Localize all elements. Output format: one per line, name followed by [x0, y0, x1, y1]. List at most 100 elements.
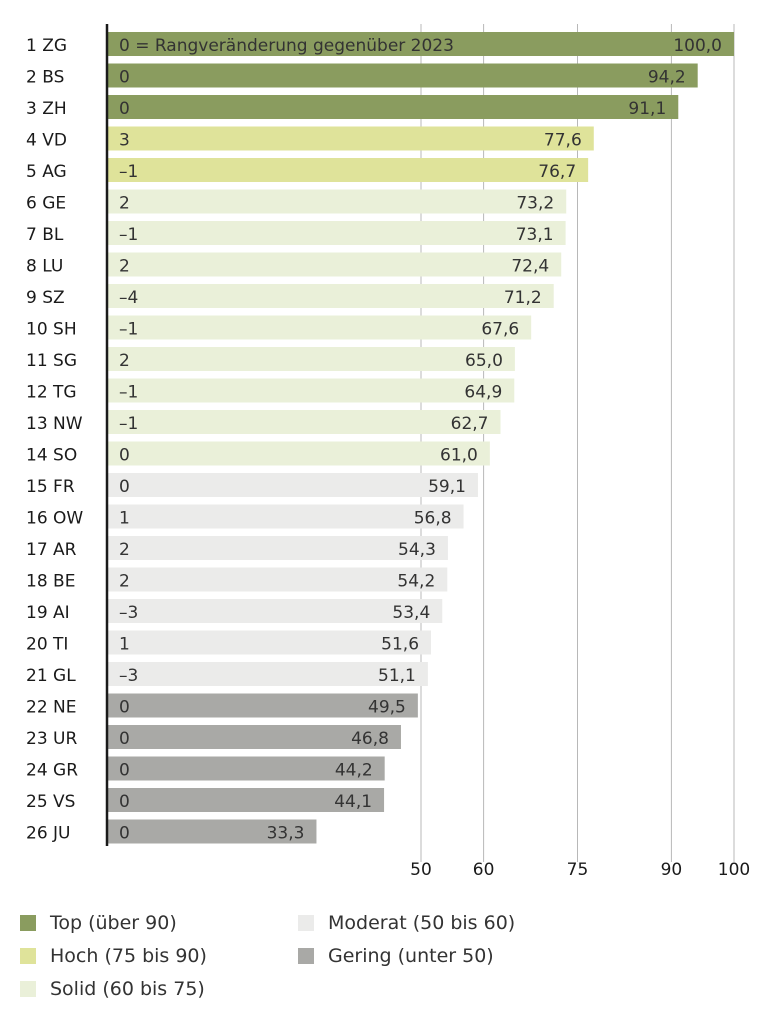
- value-label-1: 94,2: [648, 68, 686, 88]
- rank-label-0: 1 ZG: [26, 36, 67, 56]
- rank-change-0: 0 = Rangveränderung gegenüber 2023: [119, 36, 454, 56]
- bar-21: [108, 693, 418, 718]
- value-label-16: 54,3: [398, 540, 436, 560]
- rank-label-18: 19 AI: [26, 603, 70, 623]
- rank-change-17: 2: [119, 572, 130, 592]
- rank-change-6: –1: [119, 225, 138, 245]
- rank-change-22: 0: [119, 729, 130, 749]
- legend-item: Solid (60 bis 75): [20, 978, 205, 1000]
- legend-swatch: [298, 948, 314, 964]
- legend-label: Moderat (50 bis 60): [328, 912, 516, 934]
- rank-label-10: 11 SG: [26, 351, 77, 371]
- value-label-7: 72,4: [511, 257, 549, 277]
- bar-23: [108, 756, 385, 781]
- value-label-22: 46,8: [351, 729, 389, 749]
- rank-change-18: –3: [119, 603, 138, 623]
- rank-change-13: 0: [119, 446, 130, 466]
- rank-change-23: 0: [119, 761, 130, 781]
- rank-label-9: 10 SH: [26, 320, 77, 340]
- bar-1: [108, 63, 698, 88]
- rank-change-15: 1: [119, 509, 130, 529]
- rank-change-14: 0: [119, 477, 130, 497]
- rank-change-9: –1: [119, 320, 138, 340]
- bar-14: [108, 473, 478, 497]
- bar-9: [108, 315, 532, 340]
- bar-4: [108, 158, 589, 182]
- value-label-3: 77,6: [544, 131, 582, 151]
- bar-8: [108, 284, 554, 308]
- rank-label-12: 13 NW: [26, 414, 83, 434]
- legend-swatch: [20, 948, 36, 964]
- bar-10: [108, 347, 515, 371]
- rank-label-1: 2 BS: [26, 68, 64, 88]
- x-tick-label-75: 75: [567, 860, 589, 880]
- rank-change-3: 3: [119, 131, 130, 151]
- value-label-6: 73,1: [516, 225, 554, 245]
- rank-change-11: –1: [119, 383, 138, 403]
- legend-label: Top (über 90): [50, 912, 177, 934]
- legend-item: Hoch (75 bis 90): [20, 945, 207, 967]
- rank-label-25: 26 JU: [26, 824, 71, 844]
- legend-label: Gering (unter 50): [328, 945, 494, 967]
- bar-18: [108, 599, 443, 623]
- bar-2: [108, 95, 679, 119]
- bar-6: [108, 221, 566, 245]
- value-label-5: 73,2: [516, 194, 554, 214]
- bar-0: [108, 32, 734, 56]
- rank-change-21: 0: [119, 698, 130, 718]
- bar-11: [108, 378, 515, 403]
- bar-12: [108, 410, 501, 434]
- value-label-8: 71,2: [504, 288, 542, 308]
- legend-item: Top (über 90): [20, 912, 177, 934]
- bar-chart: 1 ZG 0 = Rangveränderung gegenüber 2023 10…: [26, 24, 750, 880]
- rank-change-1: 0: [119, 68, 130, 88]
- rank-label-19: 20 TI: [26, 635, 68, 655]
- bar-24: [108, 788, 385, 812]
- rank-change-24: 0: [119, 792, 130, 812]
- rank-label-15: 16 OW: [26, 509, 83, 529]
- bar-17: [108, 567, 448, 592]
- rank-label-4: 5 AG: [26, 162, 67, 182]
- rank-change-4: –1: [119, 162, 138, 182]
- x-tick-label-100: 100: [718, 860, 750, 880]
- value-label-23: 44,2: [335, 761, 373, 781]
- bar-3: [108, 126, 594, 151]
- legend-swatch: [20, 981, 36, 997]
- x-tick-label-50: 50: [410, 860, 432, 880]
- legend-label: Hoch (75 bis 90): [50, 945, 207, 967]
- value-label-11: 64,9: [464, 383, 502, 403]
- value-label-15: 56,8: [414, 509, 452, 529]
- value-label-18: 53,4: [392, 603, 430, 623]
- rank-change-8: –4: [119, 288, 138, 308]
- legend-label: Solid (60 bis 75): [50, 978, 205, 1000]
- rank-change-20: –3: [119, 666, 138, 686]
- rank-label-17: 18 BE: [26, 572, 75, 592]
- rank-label-13: 14 SO: [26, 446, 77, 466]
- rank-label-14: 15 FR: [26, 477, 75, 497]
- rank-label-7: 8 LU: [26, 257, 63, 277]
- value-label-2: 91,1: [628, 99, 666, 119]
- rank-label-20: 21 GL: [26, 666, 76, 686]
- value-label-0: 100,0: [673, 36, 722, 56]
- rank-change-19: 1: [119, 635, 130, 655]
- rank-change-10: 2: [119, 351, 130, 371]
- rank-change-7: 2: [119, 257, 130, 277]
- x-tick-label-60: 60: [473, 860, 495, 880]
- rank-label-16: 17 AR: [26, 540, 77, 560]
- value-label-24: 44,1: [334, 792, 372, 812]
- rank-change-16: 2: [119, 540, 130, 560]
- rank-change-25: 0: [119, 824, 130, 844]
- rank-change-12: –1: [119, 414, 138, 434]
- bar-5: [108, 189, 567, 214]
- legend-swatch: [20, 915, 36, 931]
- bar-20: [108, 662, 428, 686]
- legend-item: Moderat (50 bis 60): [298, 912, 515, 934]
- value-label-21: 49,5: [368, 698, 406, 718]
- value-label-9: 67,6: [481, 320, 519, 340]
- rank-label-8: 9 SZ: [26, 288, 65, 308]
- rank-label-24: 25 VS: [26, 792, 75, 812]
- rank-label-23: 24 GR: [26, 761, 78, 781]
- bar-13: [108, 441, 490, 466]
- value-label-10: 65,0: [465, 351, 503, 371]
- value-label-25: 33,3: [267, 824, 305, 844]
